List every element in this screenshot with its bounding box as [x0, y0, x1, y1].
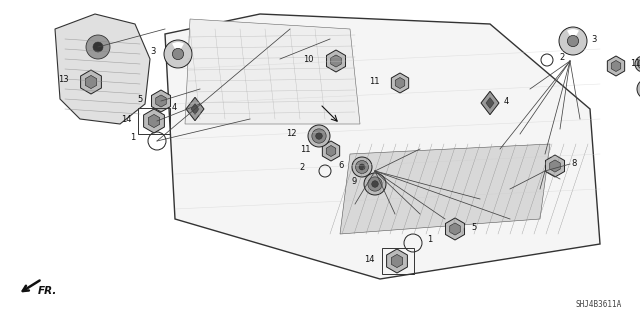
Polygon shape: [55, 14, 150, 124]
Polygon shape: [165, 14, 600, 279]
Circle shape: [164, 40, 192, 68]
Polygon shape: [391, 254, 403, 268]
Circle shape: [172, 48, 184, 60]
Polygon shape: [545, 155, 564, 177]
Circle shape: [316, 133, 323, 139]
Polygon shape: [340, 144, 550, 234]
Polygon shape: [323, 141, 340, 161]
Polygon shape: [387, 249, 408, 273]
Polygon shape: [143, 109, 164, 133]
Polygon shape: [550, 160, 560, 172]
Circle shape: [355, 160, 369, 174]
Circle shape: [568, 35, 579, 47]
Text: 5: 5: [138, 94, 143, 103]
Text: 9: 9: [352, 177, 357, 187]
Circle shape: [86, 35, 110, 59]
Text: 8: 8: [571, 160, 577, 168]
Text: 4: 4: [172, 102, 177, 112]
Polygon shape: [85, 75, 97, 89]
Text: 11: 11: [630, 60, 640, 69]
Circle shape: [637, 79, 640, 99]
Circle shape: [352, 157, 372, 177]
Circle shape: [308, 125, 330, 147]
Polygon shape: [486, 98, 494, 108]
Polygon shape: [326, 50, 346, 72]
Text: 6: 6: [339, 160, 344, 169]
Text: 1: 1: [130, 133, 135, 143]
Circle shape: [364, 173, 386, 195]
Text: 2: 2: [559, 53, 564, 62]
Circle shape: [312, 129, 326, 143]
Polygon shape: [331, 55, 341, 67]
Bar: [138, 108, 170, 134]
Polygon shape: [445, 218, 465, 240]
Polygon shape: [326, 145, 336, 157]
Circle shape: [359, 164, 365, 170]
Circle shape: [635, 56, 640, 72]
Text: 3: 3: [150, 48, 156, 56]
Polygon shape: [156, 95, 166, 107]
Polygon shape: [185, 19, 360, 124]
Text: 14: 14: [365, 255, 375, 263]
Polygon shape: [148, 115, 160, 128]
Circle shape: [368, 177, 382, 191]
Text: 5: 5: [471, 222, 476, 232]
Text: 11: 11: [301, 145, 311, 153]
Polygon shape: [81, 70, 101, 94]
Text: 13: 13: [58, 76, 69, 85]
Circle shape: [93, 42, 103, 52]
Polygon shape: [391, 73, 409, 93]
Polygon shape: [481, 91, 499, 115]
Text: 14: 14: [122, 115, 132, 123]
Circle shape: [372, 181, 378, 187]
Polygon shape: [191, 104, 199, 115]
Circle shape: [638, 59, 640, 69]
Wedge shape: [172, 42, 184, 54]
Wedge shape: [567, 29, 579, 41]
Text: 10: 10: [303, 55, 314, 63]
Polygon shape: [611, 61, 621, 71]
Circle shape: [559, 27, 587, 55]
Polygon shape: [607, 56, 625, 76]
Text: 2: 2: [300, 164, 305, 173]
Polygon shape: [450, 223, 460, 235]
Text: SHJ4B3611A: SHJ4B3611A: [576, 300, 622, 309]
Text: 4: 4: [504, 97, 509, 106]
Text: 12: 12: [287, 130, 297, 138]
Text: 3: 3: [591, 34, 596, 43]
Text: FR.: FR.: [38, 286, 58, 296]
Text: 11: 11: [369, 77, 380, 85]
Polygon shape: [152, 90, 170, 112]
Polygon shape: [396, 78, 404, 88]
Bar: [382, 248, 414, 274]
Polygon shape: [186, 97, 204, 121]
Text: 1: 1: [427, 235, 432, 244]
